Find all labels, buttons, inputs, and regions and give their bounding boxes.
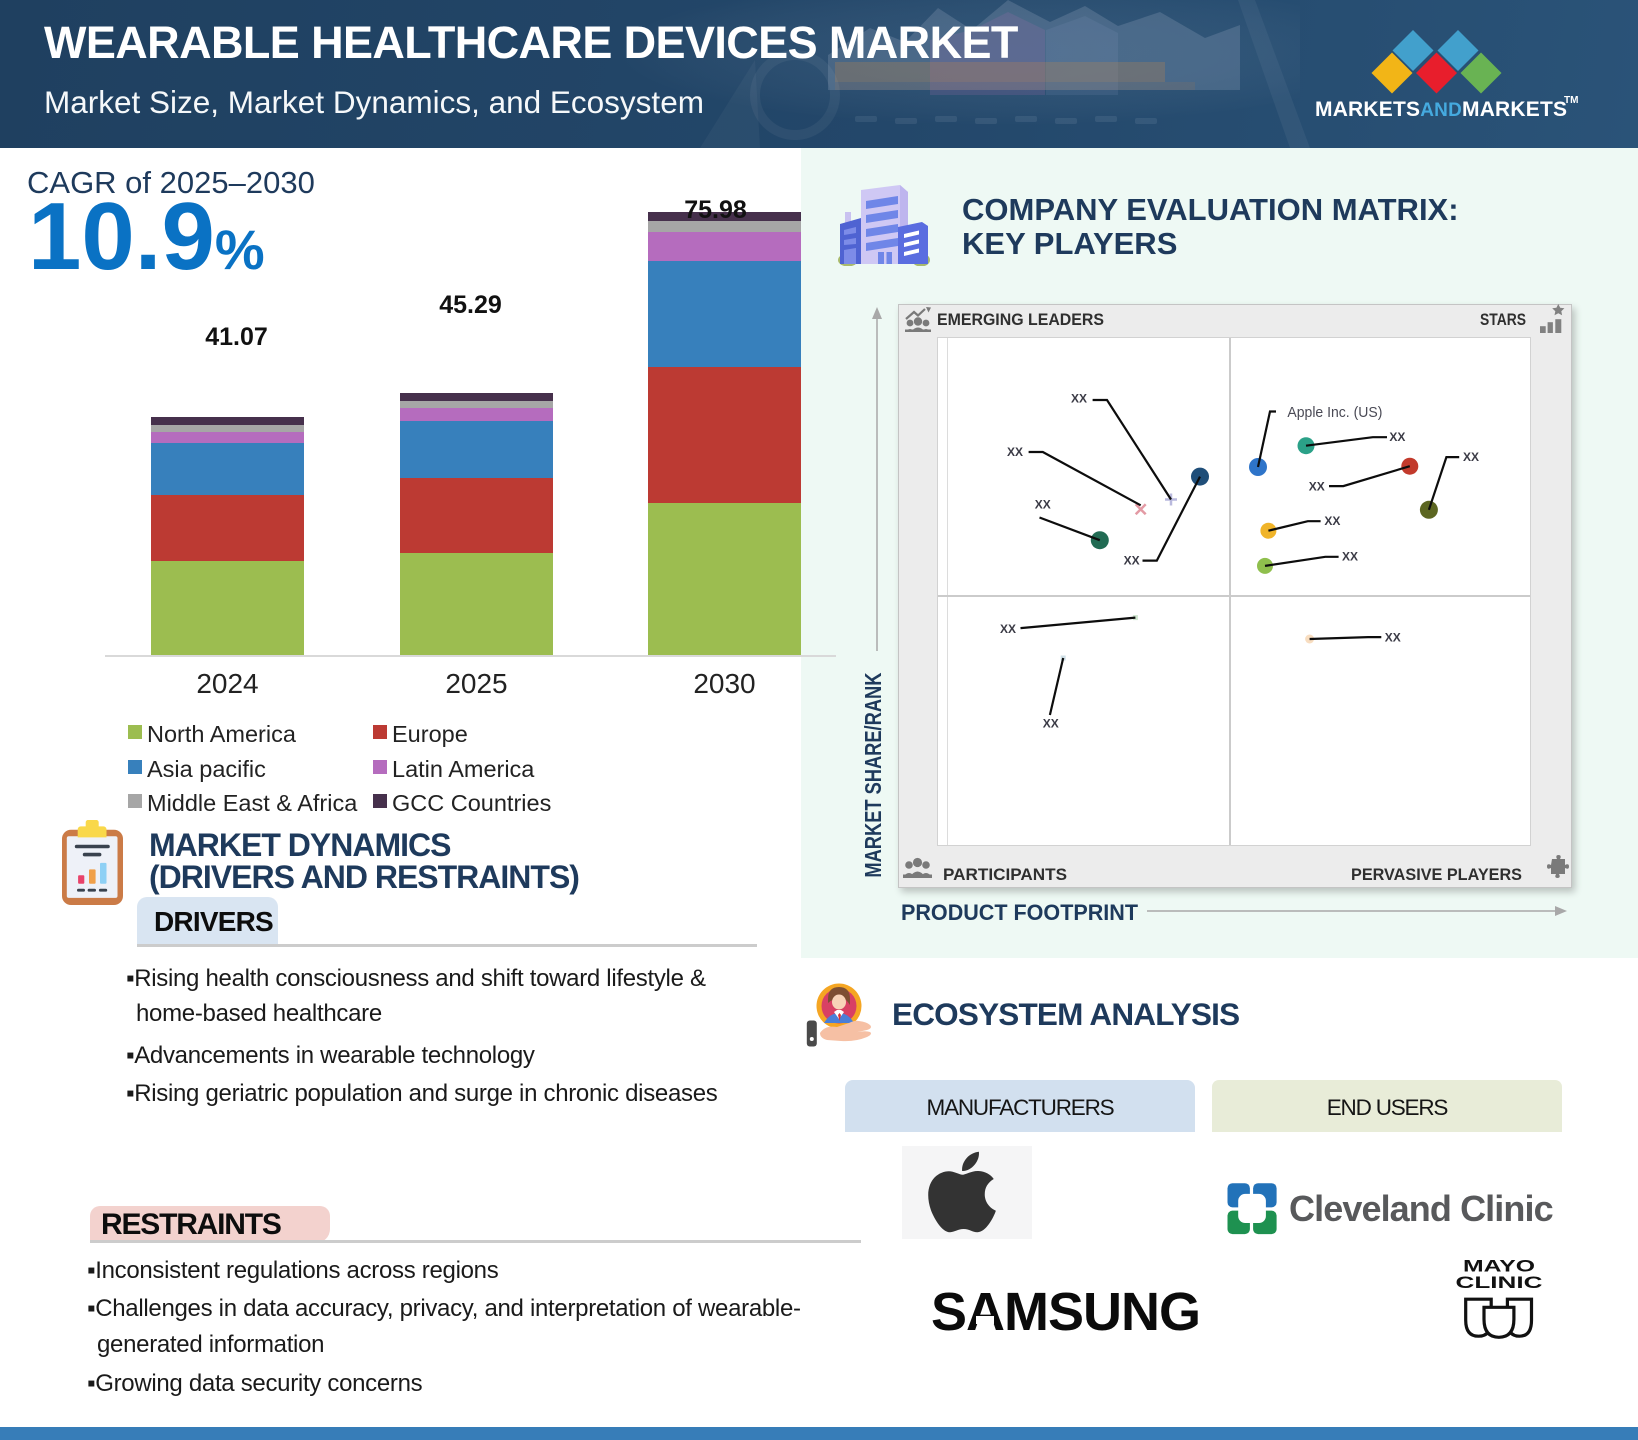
svg-text:MARKETSANDMARKETS: MARKETSANDMARKETS [1315, 98, 1567, 121]
svg-text:Apple Inc. (US): Apple Inc. (US) [1287, 404, 1382, 421]
svg-text:MAYO: MAYO [1463, 1257, 1535, 1276]
svg-text:XX: XX [1389, 430, 1405, 444]
svg-text:XX: XX [1035, 497, 1051, 511]
svg-text:XX: XX [1007, 445, 1023, 459]
svg-text:PERVASIVE PLAYERS: PERVASIVE PLAYERS [1351, 865, 1522, 884]
svg-text:XX: XX [1309, 479, 1325, 493]
svg-text:XX: XX [1043, 717, 1059, 731]
svg-text:STARS: STARS [1480, 310, 1526, 329]
svg-text:XX: XX [1385, 630, 1401, 644]
svg-text:XX: XX [1324, 514, 1340, 528]
svg-text:PRODUCT FOOTPRINT: PRODUCT FOOTPRINT [901, 900, 1139, 925]
svg-text:MARKET SHARE/RANK: MARKET SHARE/RANK [860, 673, 886, 878]
svg-text:PARTICIPANTS: PARTICIPANTS [943, 865, 1067, 884]
svg-text:XX: XX [1000, 622, 1016, 636]
svg-text:XX: XX [1463, 450, 1479, 464]
svg-text:TM: TM [1564, 95, 1578, 106]
svg-text:CLINIC: CLINIC [1456, 1273, 1543, 1292]
svg-text:XX: XX [1071, 392, 1087, 406]
svg-text:EMERGING LEADERS: EMERGING LEADERS [937, 310, 1104, 329]
svg-text:XX: XX [1124, 553, 1140, 567]
svg-text:XX: XX [1342, 550, 1358, 564]
